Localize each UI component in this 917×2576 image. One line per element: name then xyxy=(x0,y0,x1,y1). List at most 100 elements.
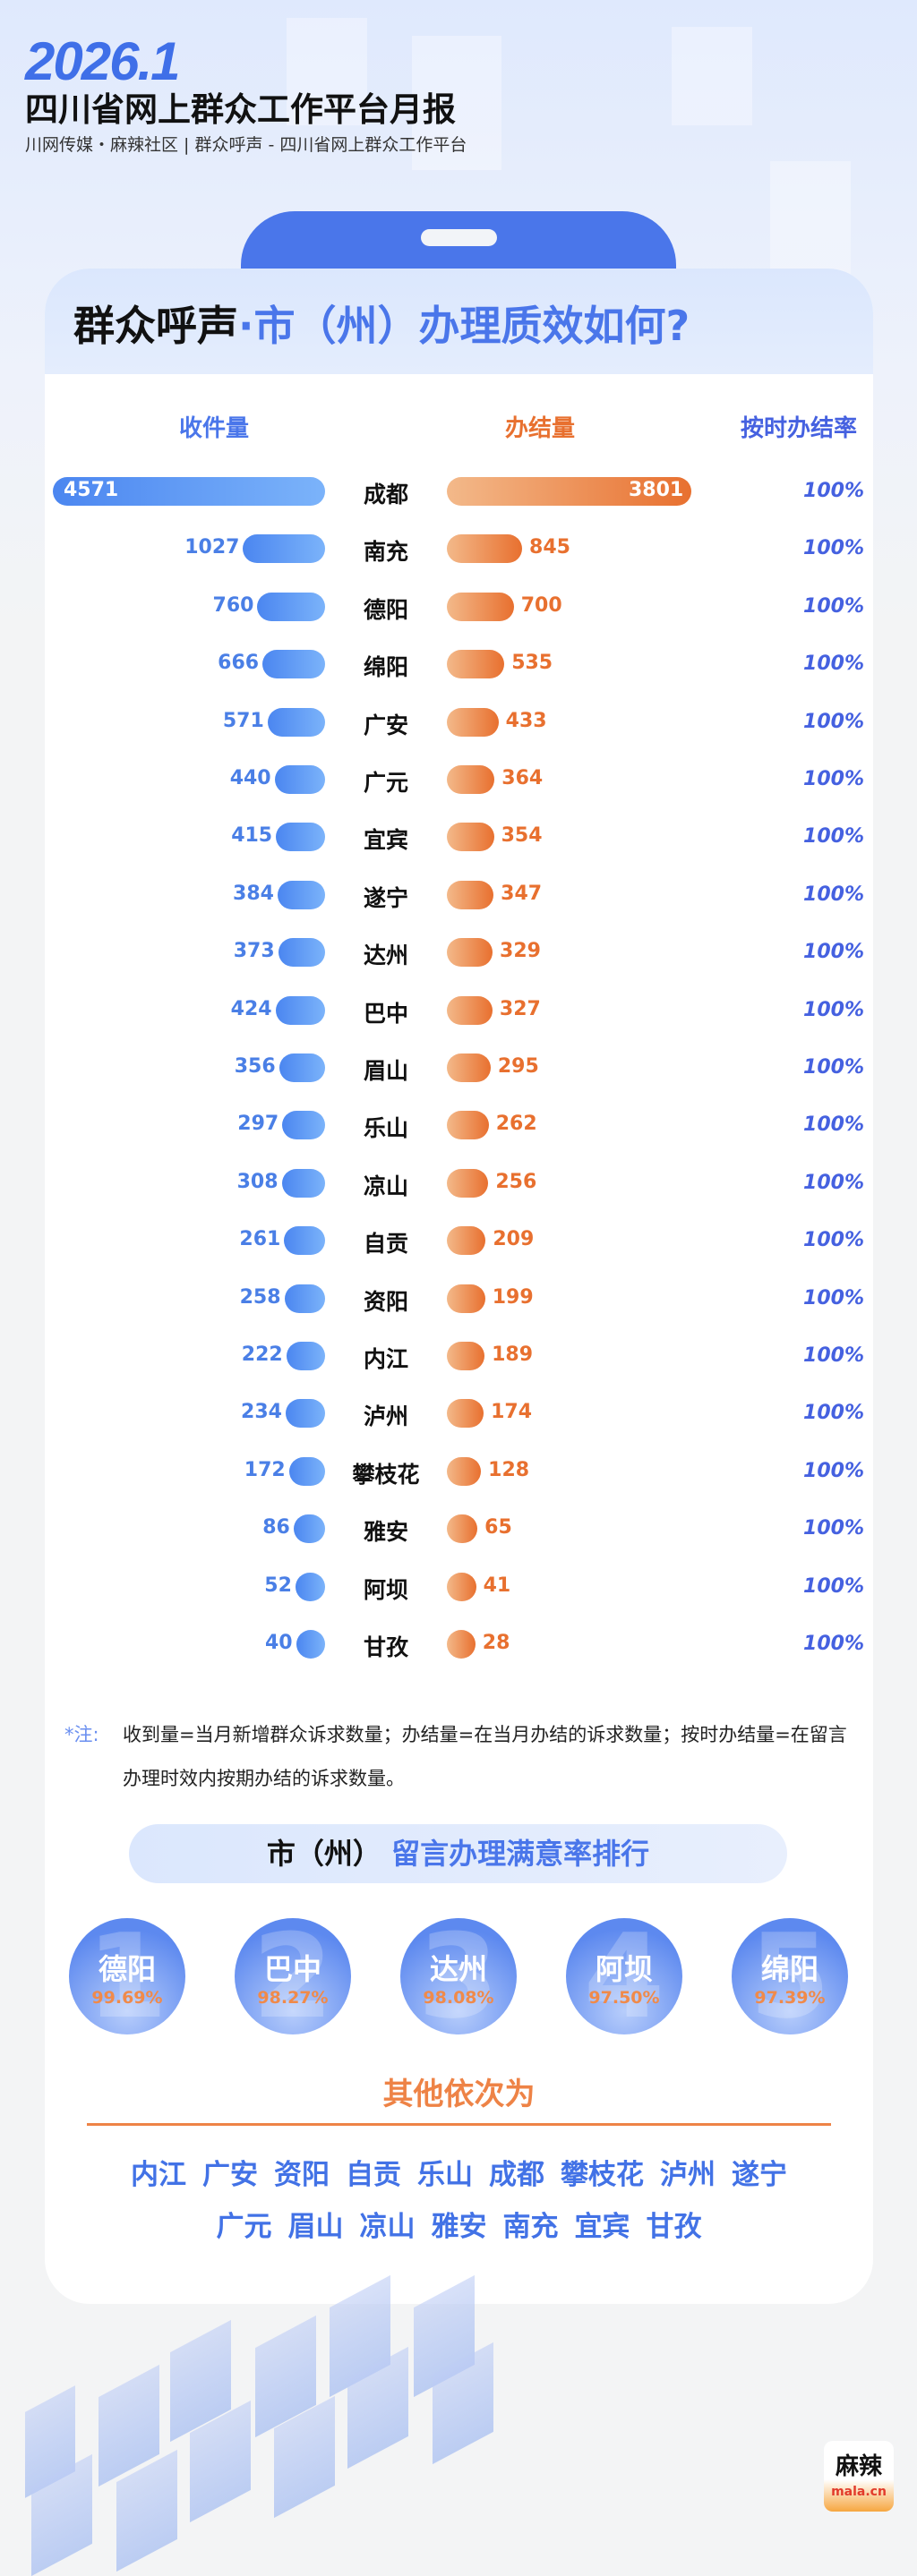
received-value: 258 xyxy=(239,1285,281,1309)
other-city: 遂宁 xyxy=(732,2159,787,2191)
table-row: 384 遂宁 347 100% xyxy=(45,880,873,911)
city-name: 乐山 xyxy=(363,1115,409,1142)
received-bar xyxy=(288,1456,325,1486)
received-bar xyxy=(243,534,325,564)
rank-number: 4 xyxy=(583,1918,665,2034)
city-name: 德阳 xyxy=(363,596,409,623)
completed-bar xyxy=(447,1284,485,1313)
received-value: 261 xyxy=(239,1228,281,1251)
completed-bar xyxy=(447,1572,476,1601)
ontime-rate: 100% xyxy=(803,883,864,906)
other-city: 甘孜 xyxy=(646,2211,702,2243)
decor-square xyxy=(412,36,501,170)
received-value: 760 xyxy=(212,593,254,617)
logo-en: mala.cn xyxy=(831,2485,887,2499)
city-name: 泸州 xyxy=(363,1403,409,1430)
ontime-rate: 100% xyxy=(803,1574,864,1598)
mala-logo: 麻辣 mala.cn xyxy=(824,2441,894,2512)
completed-bar xyxy=(447,995,493,1025)
received-bar xyxy=(282,1111,325,1140)
other-city: 广安 xyxy=(202,2159,258,2191)
received-value: 356 xyxy=(234,1055,276,1078)
city-name: 眉山 xyxy=(363,1058,409,1084)
card-header: 群众呼声·市（州）办理质效如何? xyxy=(45,269,873,374)
other-city: 凉山 xyxy=(359,2211,416,2243)
other-city: 自贡 xyxy=(346,2159,401,2191)
table-row: 258 资阳 199 100% xyxy=(45,1284,873,1315)
rank-city: 巴中 xyxy=(263,1952,321,1986)
received-value: 666 xyxy=(218,652,260,675)
footnote: *注: 收到量=当月新增群众诉求数量；办结量=在当月办结的诉求数量；按时办结量=… xyxy=(64,1713,853,1801)
table-row: 440 广元 364 100% xyxy=(45,765,873,796)
city-name: 成都 xyxy=(363,482,409,508)
received-value: 40 xyxy=(264,1632,293,1654)
column-header-received: 收件量 xyxy=(178,415,250,442)
ontime-rate: 100% xyxy=(803,1402,864,1425)
city-name: 自贡 xyxy=(363,1231,409,1258)
logo-cn: 麻辣 xyxy=(835,2453,882,2480)
table-row: 261 自贡 209 100% xyxy=(45,1226,873,1258)
completed-value: 256 xyxy=(495,1170,537,1193)
city-name: 巴中 xyxy=(363,1000,409,1027)
ontime-rate: 100% xyxy=(803,653,864,676)
completed-bar xyxy=(447,1456,482,1486)
table-row: 1027 南充 845 100% xyxy=(45,534,873,565)
rank-number: 3 xyxy=(417,1918,500,2034)
completed-bar xyxy=(447,823,494,852)
other-city: 南充 xyxy=(502,2211,559,2243)
city-name: 阿坝 xyxy=(363,1576,409,1603)
city-name: 绵阳 xyxy=(363,654,409,681)
completed-value: 262 xyxy=(495,1113,537,1136)
other-city: 眉山 xyxy=(287,2211,344,2243)
completed-bar xyxy=(447,765,495,794)
completed-value: 65 xyxy=(484,1516,512,1540)
ontime-rate: 100% xyxy=(803,998,864,1021)
received-bar xyxy=(275,995,325,1025)
ranking-title-black: 市（州） xyxy=(266,1837,381,1871)
table-row: 424 巴中 327 100% xyxy=(45,995,873,1027)
table-row: 222 内江 189 100% xyxy=(45,1342,873,1372)
completed-value: 354 xyxy=(501,824,543,848)
ontime-rate: 100% xyxy=(803,1286,864,1309)
received-bar xyxy=(277,880,325,909)
city-name: 甘孜 xyxy=(363,1634,409,1660)
completed-bar xyxy=(447,1226,486,1256)
completed-value: 433 xyxy=(505,709,547,732)
received-value: 308 xyxy=(236,1170,279,1193)
rank-rate: 97.50% xyxy=(588,1988,660,2008)
completed-bar xyxy=(447,534,523,564)
received-value: 440 xyxy=(229,767,271,789)
city-name: 达州 xyxy=(363,943,409,969)
completed-bar xyxy=(447,938,493,968)
others-title: 其他依次为 xyxy=(382,2077,536,2112)
card-title-black: 群众呼声 xyxy=(73,302,238,350)
report-title: 四川省网上群众工作平台月报 xyxy=(25,90,456,129)
received-bar xyxy=(262,650,325,679)
received-value: 52 xyxy=(264,1574,292,1597)
rank-rate: 99.69% xyxy=(91,1988,163,2008)
received-bar xyxy=(276,823,325,852)
completed-value: 174 xyxy=(491,1401,533,1424)
decor-square xyxy=(672,27,752,125)
received-bar xyxy=(284,1284,325,1313)
city-name: 攀枝花 xyxy=(352,1461,420,1488)
table-row: 308 凉山 256 100% xyxy=(45,1168,873,1199)
table-row: 760 德阳 700 100% xyxy=(45,592,873,623)
ontime-rate: 100% xyxy=(803,1517,864,1540)
city-name: 凉山 xyxy=(363,1173,409,1199)
city-name: 遂宁 xyxy=(363,884,409,911)
received-bar xyxy=(284,1226,325,1256)
rank-city: 达州 xyxy=(429,1952,487,1986)
other-city: 雅安 xyxy=(431,2211,487,2243)
received-bar xyxy=(274,765,325,794)
rank-badge: 5 绵阳 97.39% xyxy=(732,1918,848,2034)
rank-city: 德阳 xyxy=(98,1952,156,1986)
rank-badge: 2 巴中 98.27% xyxy=(235,1918,351,2034)
received-value: 297 xyxy=(237,1113,279,1136)
completed-value: 535 xyxy=(511,652,553,675)
completed-bar xyxy=(447,1514,478,1544)
table-row: 52 阿坝 41 100% xyxy=(45,1572,873,1603)
city-name: 宜宾 xyxy=(363,827,409,854)
rank-badge: 3 达州 98.08% xyxy=(400,1918,517,2034)
completed-bar xyxy=(447,1399,484,1429)
